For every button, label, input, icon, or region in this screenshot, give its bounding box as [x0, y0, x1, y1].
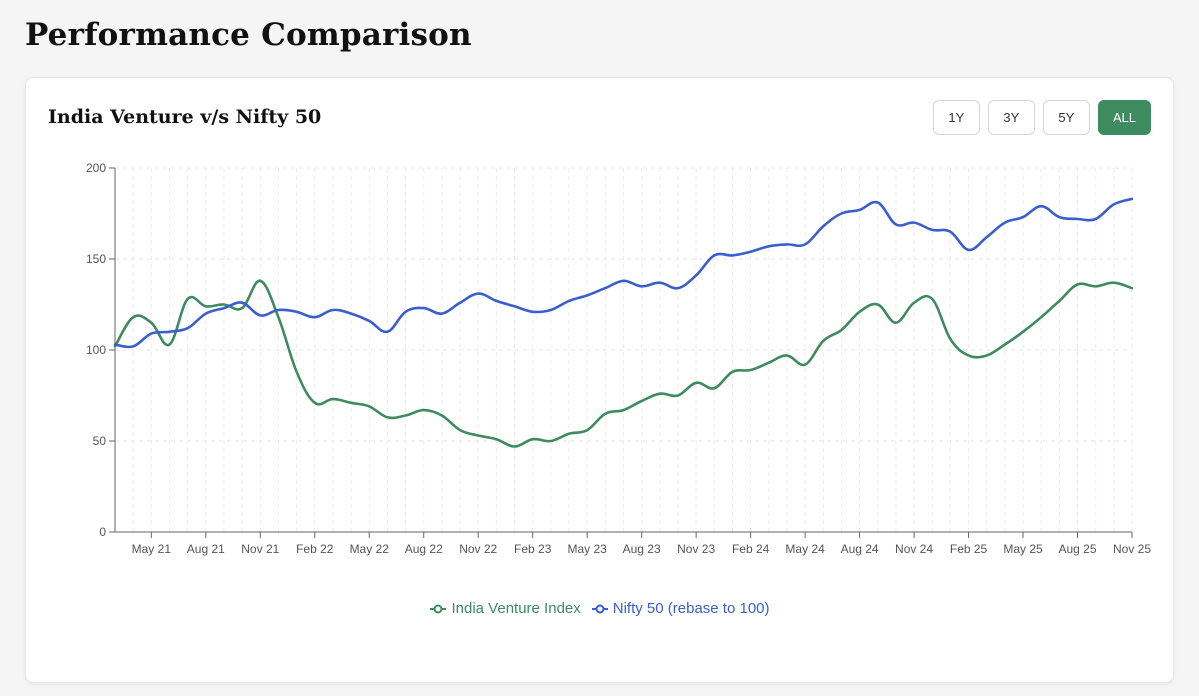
y-tick-label: 100	[86, 343, 106, 357]
y-tick-label: 50	[93, 434, 107, 448]
range-3y-button[interactable]: 3Y	[987, 100, 1035, 135]
x-tick-label: May 21	[132, 542, 172, 556]
x-tick-label: May 25	[1003, 542, 1043, 556]
legend-item-nifty[interactable]: Nifty 50 (rebase to 100)	[591, 600, 770, 617]
x-tick-label: Aug 24	[841, 542, 879, 556]
series-line-venture	[113, 279, 1134, 448]
legend-label-venture: India Venture Index	[451, 600, 581, 617]
x-tick-label: Feb 23	[514, 542, 552, 556]
legend-swatch-venture	[430, 604, 447, 613]
x-tick-label: Feb 22	[296, 542, 334, 556]
y-tick-label: 0	[99, 525, 106, 539]
x-tick-label: Nov 25	[1113, 542, 1151, 556]
y-tick-label: 150	[86, 252, 106, 266]
grid-lines	[115, 167, 1133, 532]
x-tick-label: May 23	[567, 542, 607, 556]
x-tick-label: Feb 25	[950, 542, 988, 556]
x-tick-label: May 24	[785, 542, 825, 556]
y-tick-label: 200	[86, 161, 106, 175]
range-1y-button[interactable]: 1Y	[932, 100, 980, 135]
chart-legend: India Venture Index Nifty 50 (rebase to …	[26, 600, 1173, 617]
x-tick-label: Nov 21	[241, 542, 279, 556]
page-title: Performance Comparison	[25, 17, 472, 53]
x-tick-label: Nov 24	[895, 542, 933, 556]
x-tick-label: Feb 24	[732, 542, 770, 556]
chart-title: India Venture v/s Nifty 50	[48, 106, 322, 128]
x-tick-label: Nov 23	[677, 542, 715, 556]
x-tick-label: Nov 22	[459, 542, 497, 556]
range-5y-button[interactable]: 5Y	[1042, 100, 1090, 135]
range-selector: 1Y 3Y 5Y ALL	[932, 100, 1151, 135]
chart-card: India Venture v/s Nifty 50 1Y 3Y 5Y ALL …	[25, 77, 1174, 683]
x-tick-label: Aug 22	[405, 542, 443, 556]
x-tick-label: Aug 21	[187, 542, 225, 556]
x-tick-label: Aug 23	[623, 542, 661, 556]
line-chart: 0 50 100 150 200 May 21 Aug 21 Nov 21 Feb 22 May …	[86, 161, 1151, 556]
x-tick-label: May 22	[350, 542, 390, 556]
legend-label-nifty: Nifty 50 (rebase to 100)	[612, 600, 770, 617]
x-tick-label: Aug 25	[1058, 542, 1096, 556]
legend-swatch-nifty	[591, 604, 608, 613]
legend-item-venture[interactable]: India Venture Index	[429, 600, 581, 617]
series-line-nifty	[113, 197, 1134, 349]
range-all-button[interactable]: ALL	[1097, 100, 1151, 135]
